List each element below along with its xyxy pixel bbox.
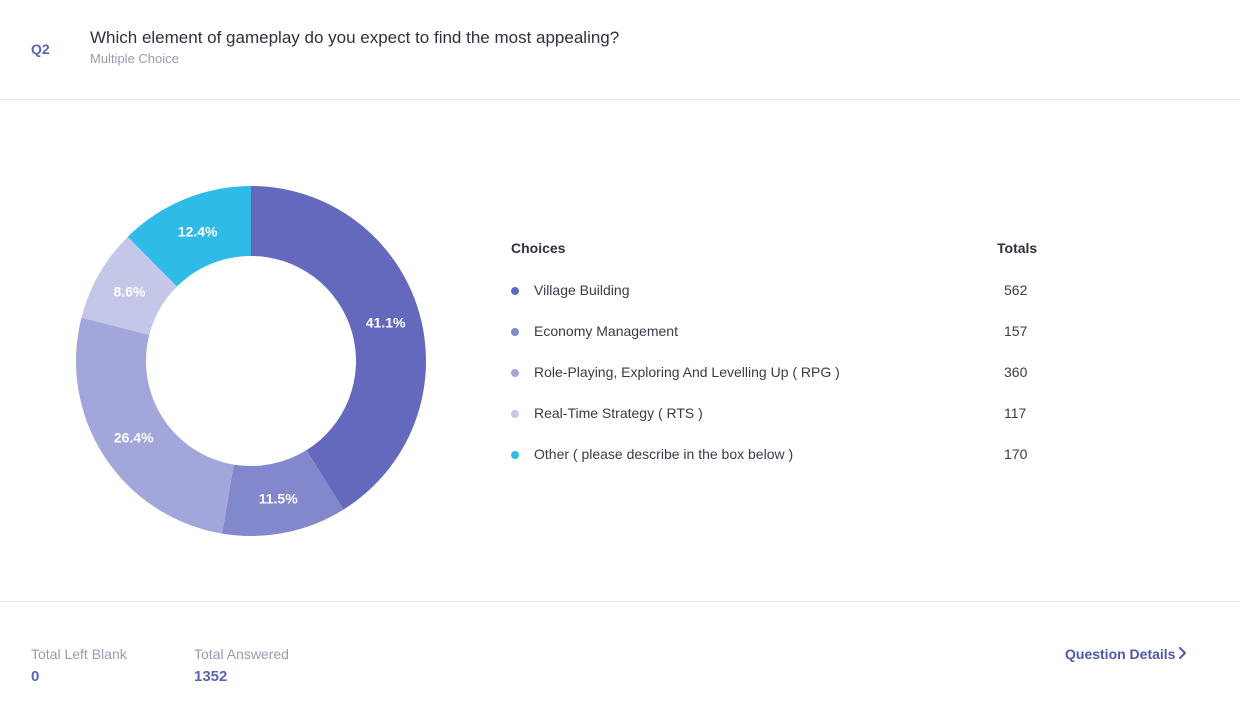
question-type: Multiple Choice [90, 51, 179, 66]
choice-total: 562 [1004, 282, 1028, 298]
donut-slice[interactable] [81, 236, 178, 335]
slice-percent-label: 12.4% [178, 224, 218, 240]
slice-percent-label: 11.5% [259, 490, 298, 506]
question-title: Which element of gameplay do you expect … [90, 28, 620, 47]
question-details-link[interactable]: Question Details [1065, 646, 1176, 662]
choice-total: 170 [1004, 446, 1028, 462]
chevron-right-icon-svg [1179, 647, 1186, 659]
donut-slice[interactable] [222, 450, 344, 536]
question-number: Q2 [31, 41, 50, 57]
total-left-blank-label: Total Left Blank [31, 646, 127, 662]
legend-dot-icon [511, 369, 519, 377]
donut-chart: 41.1% 11.5% 26.4% 8.6% 12.4% [70, 180, 432, 542]
choice-label: Village Building [534, 282, 630, 298]
legend-dot-icon [511, 287, 519, 295]
choice-row: Real-Time Strategy ( RTS ) 117 [511, 404, 1071, 424]
donut-slice[interactable] [251, 186, 426, 510]
legend-dot-icon [511, 410, 519, 418]
slice-percent-label: 8.6% [114, 283, 146, 299]
choice-total: 117 [1004, 405, 1027, 421]
totals-header: Totals [997, 240, 1038, 256]
choice-label: Real-Time Strategy ( RTS ) [534, 405, 703, 421]
legend-dot-icon [511, 328, 519, 336]
choice-label: Other ( please describe in the box below… [534, 446, 794, 462]
donut-slice[interactable] [127, 186, 251, 287]
choice-total: 157 [1004, 323, 1028, 339]
choice-row: Role-Playing, Exploring And Levelling Up… [511, 363, 1071, 383]
choice-row: Other ( please describe in the box below… [511, 445, 1071, 465]
slice-percent-label: 26.4% [114, 429, 154, 445]
chevron-right-icon[interactable] [1178, 646, 1187, 663]
footer-stats: Total Left Blank 0 Total Answered 1352 Q… [0, 601, 1240, 727]
choice-label: Role-Playing, Exploring And Levelling Up… [534, 364, 840, 380]
donut-chart-svg: 41.1% 11.5% 26.4% 8.6% 12.4% [75, 186, 426, 536]
total-answered-value: 1352 [194, 668, 228, 685]
slice-percent-label: 41.1% [366, 315, 406, 331]
choice-row: Village Building 562 [511, 281, 1071, 301]
donut-slice[interactable] [75, 317, 234, 534]
question-header: Q2 Which element of gameplay do you expe… [0, 0, 1240, 100]
choice-total: 360 [1004, 364, 1028, 380]
choices-header: Choices [511, 240, 566, 256]
total-answered-label: Total Answered [194, 646, 289, 662]
total-left-blank-value: 0 [31, 668, 40, 685]
legend-dot-icon [511, 451, 519, 459]
choice-label: Economy Management [534, 323, 678, 339]
choice-row: Economy Management 157 [511, 322, 1071, 342]
